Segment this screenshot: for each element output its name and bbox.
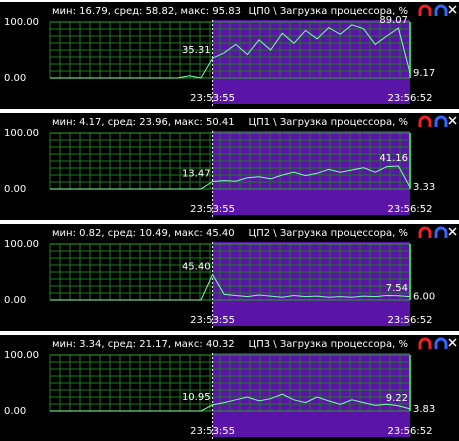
x-tick-label: 23:56:52: [388, 315, 433, 326]
value-annotation: 41.16: [379, 153, 408, 164]
magnet-icon-2: [434, 226, 448, 238]
magnet-icon-2: [434, 337, 448, 349]
y-tick-label: 0.00: [4, 184, 26, 195]
title: ЦП2 \ Загрузка процессора, %: [248, 228, 408, 239]
x-tick-label: 23:53:55: [190, 315, 235, 326]
close-icon: [448, 116, 457, 125]
y-tick-label: 0.00: [4, 406, 26, 417]
x-tick-label: 23:56:52: [388, 426, 433, 437]
value-annotation: 10.95: [182, 392, 211, 403]
data-line: [50, 393, 411, 412]
data-line: [50, 165, 411, 190]
close-icon: [448, 227, 457, 236]
selection: [212, 353, 410, 437]
y-tick-label: 100.00: [4, 17, 39, 28]
title: ЦП3 \ Загрузка процессора, %: [248, 339, 408, 350]
selection: [212, 131, 410, 215]
x-tick-label: 23:53:55: [190, 204, 235, 215]
y-tick-label: 100.00: [4, 350, 39, 361]
x-tick-label: 23:56:52: [388, 93, 433, 104]
magnet-icon-2: [434, 4, 448, 16]
title: ЦП0 \ Загрузка процессора, %: [248, 6, 408, 17]
close-icon: [448, 338, 457, 347]
value-annotation: 7.54: [386, 283, 408, 294]
y-tick-label: 0.00: [4, 73, 26, 84]
value-annotation: 3.33: [413, 182, 435, 193]
stats: мин: 3.34, сред: 21.17, макс: 40.32: [52, 339, 235, 350]
stats: мин: 4.17, сред: 23.96, макс: 50.41: [52, 117, 235, 128]
data-line: [50, 24, 411, 79]
title: ЦП1 \ Загрузка процессора, %: [248, 117, 408, 128]
y-tick-label: 100.00: [4, 239, 39, 250]
value-annotation: 9.17: [413, 68, 435, 79]
value-annotation: 3.83: [413, 404, 435, 415]
x-tick-label: 23:53:55: [190, 426, 235, 437]
data-line: [50, 273, 411, 301]
x-tick-label: 23:53:55: [190, 93, 235, 104]
value-annotation: 9.22: [386, 393, 408, 404]
value-annotation: 13.47: [182, 168, 211, 179]
x-tick-label: 23:56:52: [388, 204, 433, 215]
magnet-icon: [418, 115, 432, 127]
close-icon: [448, 5, 457, 14]
selection: [212, 242, 410, 326]
y-tick-label: 100.00: [4, 128, 39, 139]
value-annotation: 35.31: [182, 45, 211, 56]
value-annotation: 45.40: [182, 262, 211, 273]
magnet-icon: [418, 4, 432, 16]
value-annotation: 89.07: [379, 15, 408, 26]
stats: мин: 0.82, сред: 10.49, макс: 45.40: [52, 228, 235, 239]
magnet-icon-2: [434, 115, 448, 127]
y-tick-label: 0.00: [4, 295, 26, 306]
magnet-icon: [418, 337, 432, 349]
magnet-icon: [418, 226, 432, 238]
stats: мин: 16.79, сред: 58.82, макс: 95.83: [52, 6, 241, 17]
value-annotation: 6.00: [413, 292, 435, 303]
